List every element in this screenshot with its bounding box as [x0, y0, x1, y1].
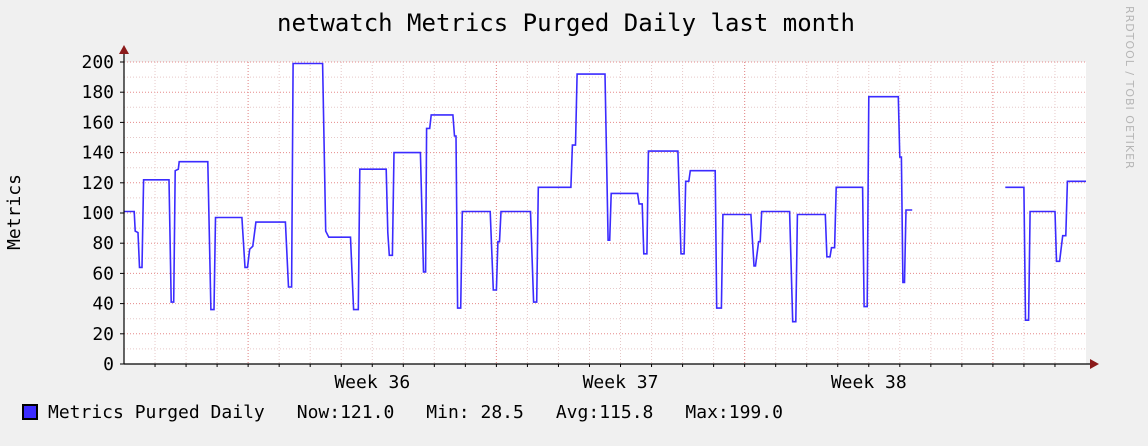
legend: Metrics Purged Daily Now:121.0 Min: 28.5…: [22, 400, 815, 424]
y-tick-label: 200: [81, 52, 114, 73]
chart-title: netwatch Metrics Purged Daily last month: [277, 9, 855, 37]
y-tick-label: 160: [81, 112, 114, 133]
y-axis-label: Metrics: [4, 174, 25, 250]
y-tick-label: 20: [92, 324, 114, 345]
legend-series-label: Metrics Purged Daily: [48, 402, 265, 423]
legend-now: Now:121.0: [297, 402, 395, 423]
y-tick-label: 120: [81, 173, 114, 194]
y-tick-label: 40: [92, 294, 114, 315]
legend-max: Max:199.0: [685, 402, 783, 423]
legend-swatch: [22, 404, 38, 420]
y-tick-label: 100: [81, 203, 114, 224]
y-axis-arrow: [119, 45, 129, 54]
x-tick-label: Week 37: [583, 372, 659, 393]
legend-avg: Avg:115.8: [556, 402, 654, 423]
rrdtool-watermark: RRDTOOL / TOBI OETIKER: [1123, 6, 1136, 170]
x-axis-arrow: [1090, 359, 1099, 369]
legend-min: Min: 28.5: [426, 402, 524, 423]
y-tick-label: 180: [81, 82, 114, 103]
y-tick-label: 60: [92, 263, 114, 284]
x-tick-label: Week 38: [831, 372, 907, 393]
x-tick-label: Week 36: [334, 372, 410, 393]
y-tick-label: 80: [92, 233, 114, 254]
y-tick-label: 0: [103, 354, 114, 375]
y-tick-label: 140: [81, 143, 114, 164]
